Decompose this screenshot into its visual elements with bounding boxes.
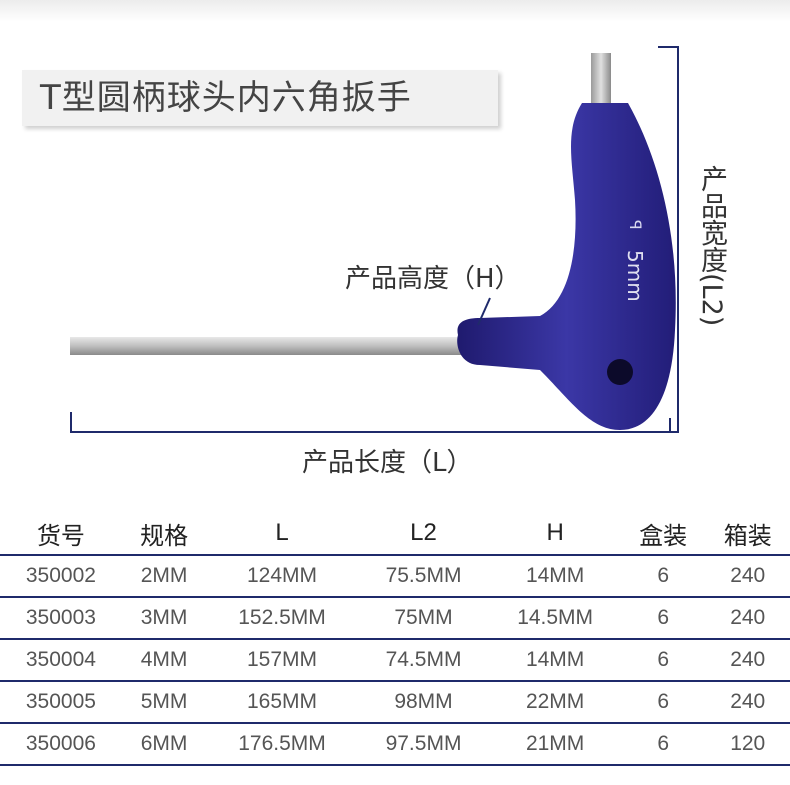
- table-cell: 75MM: [357, 597, 490, 640]
- table-header-row: 货号 规格 L L2 H 盒装 箱装: [0, 512, 790, 556]
- table-cell: 6: [620, 555, 706, 598]
- table-cell: 4MM: [121, 639, 207, 682]
- table-cell: 6: [620, 597, 706, 640]
- handle-logo: ꟼ: [626, 220, 645, 230]
- top-fade: [0, 0, 790, 22]
- header-h: H: [489, 512, 621, 556]
- table-cell: 5MM: [121, 681, 207, 724]
- header-l: L: [206, 512, 358, 556]
- header-spec: 规格: [121, 512, 207, 556]
- height-label: 产品高度（H）: [345, 264, 521, 294]
- wrench-illustration: ꟼ 5mm: [70, 46, 679, 433]
- header-carton: 箱装: [705, 512, 790, 556]
- table-cell: 22MM: [489, 681, 621, 724]
- header-item-no: 货号: [0, 512, 122, 556]
- height-indicator-line: [477, 297, 491, 326]
- table-cell: 350002: [0, 555, 122, 598]
- table-cell: 120: [705, 723, 790, 766]
- table-cell: 6: [620, 639, 706, 682]
- table-row: 350003 3MM 152.5MM 75MM 14.5MM 6 240: [0, 597, 790, 640]
- table-cell: 350005: [0, 681, 122, 724]
- table-cell: 152.5MM: [206, 597, 358, 640]
- table-cell: 3MM: [121, 597, 207, 640]
- table-cell: 350003: [0, 597, 122, 640]
- table-cell: 350006: [0, 723, 122, 766]
- header-box: 盒装: [620, 512, 706, 556]
- hex-tip: [591, 53, 611, 103]
- table-cell: 14.5MM: [489, 597, 621, 640]
- handle: [457, 103, 676, 430]
- table-cell: 165MM: [206, 681, 358, 724]
- table-row: 350006 6MM 176.5MM 97.5MM 21MM 6 120: [0, 723, 790, 766]
- table-cell: 74.5MM: [357, 639, 490, 682]
- length-dimension-line: [70, 412, 671, 433]
- width-label: 产品宽度(L2): [696, 165, 727, 327]
- table-cell: 350004: [0, 639, 122, 682]
- product-title: T型圆柄球头内六角扳手: [22, 70, 498, 126]
- table-row: 350005 5MM 165MM 98MM 22MM 6 240: [0, 681, 790, 724]
- length-label: 产品长度（L）: [302, 448, 473, 478]
- table-cell: 124MM: [206, 555, 358, 598]
- table-cell: 98MM: [357, 681, 490, 724]
- table-cell: 14MM: [489, 639, 621, 682]
- table-cell: 21MM: [489, 723, 621, 766]
- handle-mark: 5mm: [623, 250, 647, 302]
- table-cell: 240: [705, 597, 790, 640]
- table-cell: 6: [620, 681, 706, 724]
- table-cell: 6: [620, 723, 706, 766]
- table-cell: 14MM: [489, 555, 621, 598]
- table-cell: 2MM: [121, 555, 207, 598]
- table-cell: 157MM: [206, 639, 358, 682]
- table-cell: 75.5MM: [357, 555, 490, 598]
- table-cell: 240: [705, 639, 790, 682]
- spec-table: 货号 规格 L L2 H 盒装 箱装 350002 2MM 124MM 75.5MM 1…: [0, 512, 790, 766]
- table-cell: 176.5MM: [206, 723, 358, 766]
- table-cell: 6MM: [121, 723, 207, 766]
- table-cell: 240: [705, 555, 790, 598]
- handle-hole: [607, 359, 633, 385]
- table-cell: 240: [705, 681, 790, 724]
- table-cell: 97.5MM: [357, 723, 490, 766]
- table-row: 350004 4MM 157MM 74.5MM 14MM 6 240: [0, 639, 790, 682]
- table-row: 350002 2MM 124MM 75.5MM 14MM 6 240: [0, 555, 790, 598]
- header-l2: L2: [357, 512, 490, 556]
- hex-shaft: [70, 337, 470, 355]
